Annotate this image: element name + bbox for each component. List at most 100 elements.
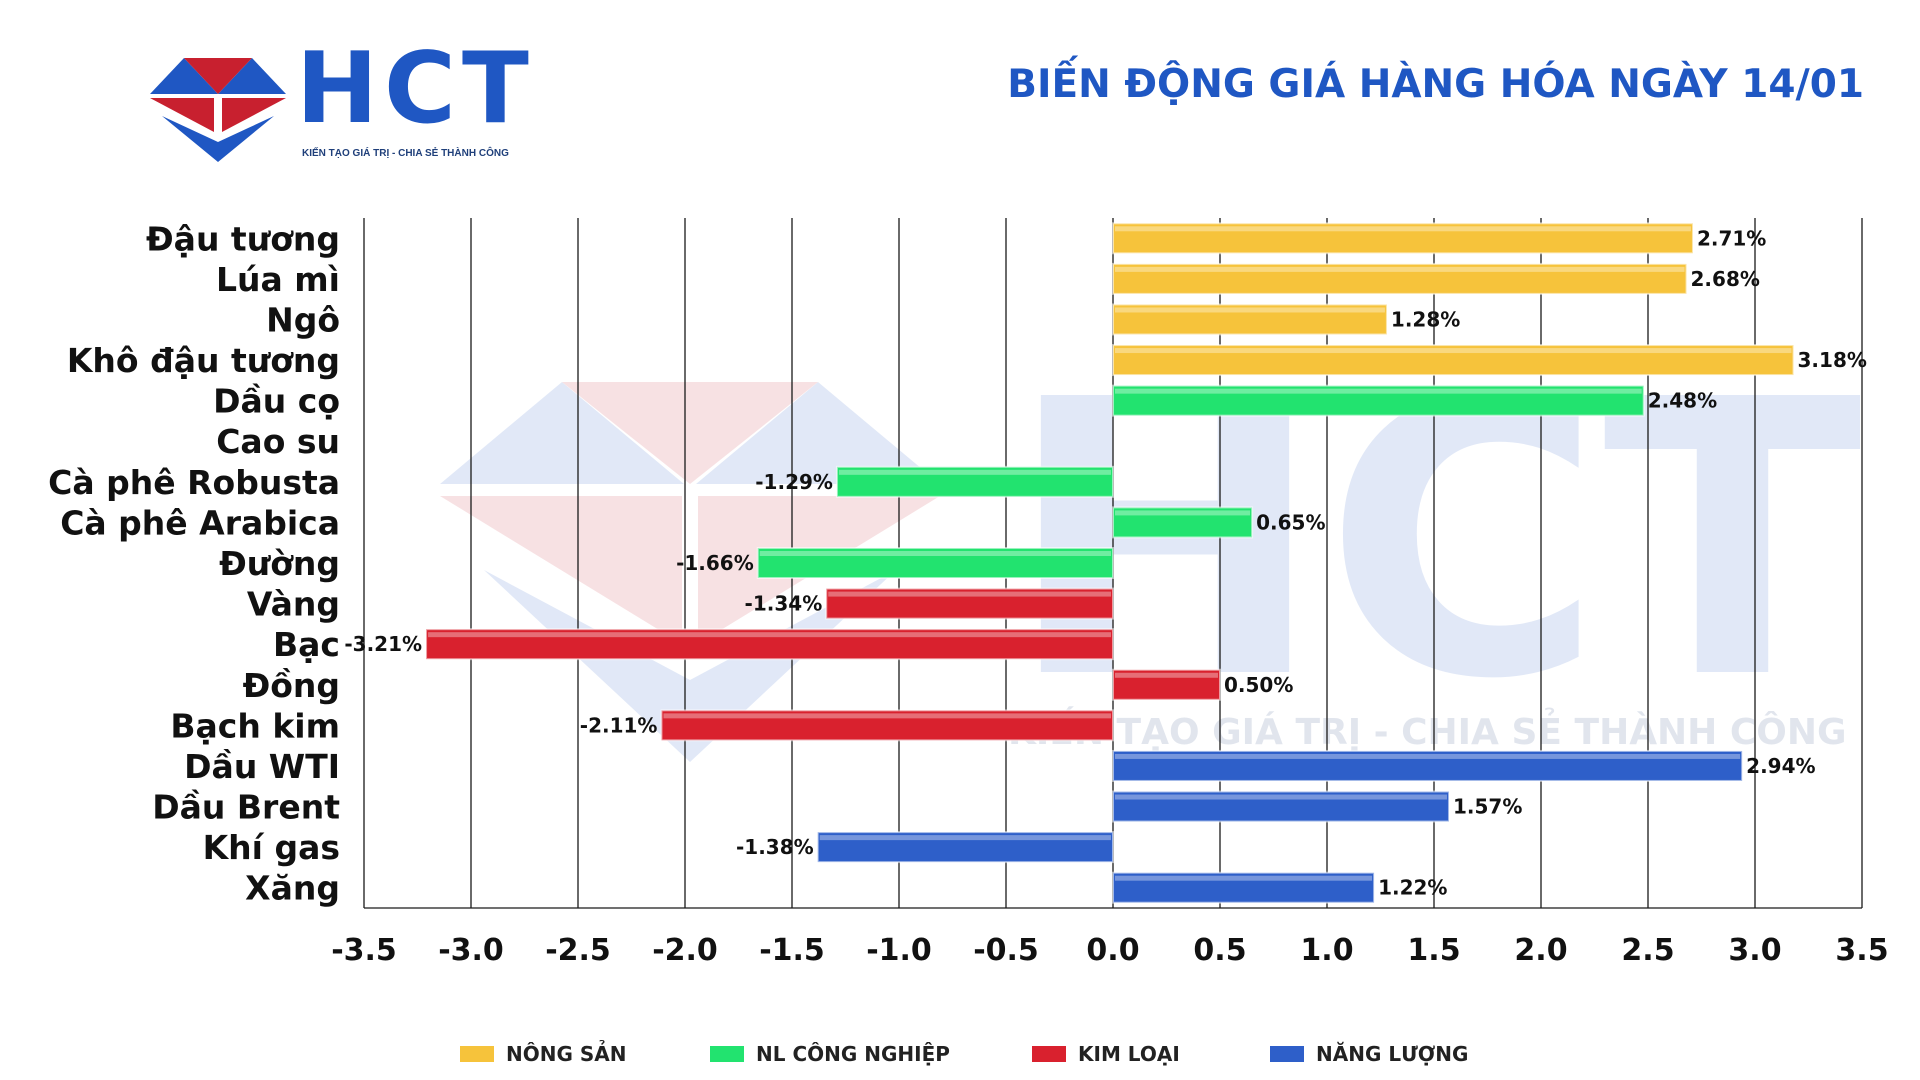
category-label: Lúa mì <box>216 260 340 299</box>
legend-item: KIM LOẠI <box>1032 1042 1180 1066</box>
bar <box>1112 790 1450 823</box>
bar-highlight <box>428 632 1111 638</box>
bar <box>825 587 1114 620</box>
category-label: Khô đậu tương <box>67 341 340 380</box>
x-tick-label: 1.5 <box>1407 933 1460 968</box>
x-tick-label: 2.5 <box>1621 933 1674 968</box>
x-tick-label: 1.0 <box>1300 933 1353 968</box>
value-label: -1.38% <box>736 835 814 859</box>
bar <box>1112 871 1376 904</box>
category-label: Đường <box>219 544 340 583</box>
bar-highlight <box>819 835 1111 841</box>
bar <box>816 831 1114 864</box>
logo-diamond-icon <box>150 58 286 162</box>
legend-item: NĂNG LƯỢNG <box>1270 1042 1468 1066</box>
chart-legend: NÔNG SẢN NL CÔNG NGHIỆP KIM LOẠI NĂNG LƯỢNG <box>0 1042 1920 1068</box>
bar-highlight <box>1115 348 1792 354</box>
x-tick-label: 0.5 <box>1193 933 1246 968</box>
bar <box>660 709 1115 742</box>
legend-label: NÔNG SẢN <box>506 1042 627 1066</box>
bar <box>1112 506 1254 539</box>
category-label: Đậu tương <box>146 219 340 258</box>
bar-highlight <box>1115 753 1741 759</box>
bar-highlight <box>1115 875 1373 881</box>
brand-tagline: KIẾN TẠO GIÁ TRỊ - CHIA SẺ THÀNH CÔNG <box>302 148 509 159</box>
x-tick-label: -2.5 <box>545 933 611 968</box>
bar <box>1112 222 1694 255</box>
category-label: Ngô <box>266 300 340 339</box>
watermark: HCT KIẾN TẠO GIÁ TRỊ - CHIA SẺ THÀNH CÔN… <box>440 319 1864 762</box>
category-label: Cà phê Robusta <box>48 463 340 502</box>
value-label: 2.68% <box>1691 267 1760 291</box>
category-label: Vàng <box>247 585 340 624</box>
bar-highlight <box>1115 794 1447 800</box>
legend-swatch <box>710 1046 744 1062</box>
x-tick-label: 2.0 <box>1514 933 1567 968</box>
value-label: 2.71% <box>1697 226 1766 250</box>
legend-swatch <box>1032 1046 1066 1062</box>
legend-item: NÔNG SẢN <box>460 1042 626 1066</box>
bar <box>1112 303 1388 336</box>
x-tick-label: -3.0 <box>438 933 504 968</box>
value-label: 3.18% <box>1798 348 1867 372</box>
bar-highlight <box>1115 388 1642 394</box>
category-label: Bạch kim <box>170 706 340 745</box>
x-tick-label: -1.5 <box>759 933 825 968</box>
value-label: 0.50% <box>1224 673 1293 697</box>
category-label: Cà phê Arabica <box>60 503 340 542</box>
category-label: Đồng <box>243 666 340 705</box>
bar-highlight <box>759 551 1111 556</box>
bar <box>835 465 1114 498</box>
category-label: Dầu cọ <box>213 382 340 421</box>
category-label: Bạc <box>273 625 340 664</box>
category-label: Dầu WTI <box>184 747 340 786</box>
bar-highlight <box>663 713 1111 719</box>
legend-label: KIM LOẠI <box>1078 1042 1180 1066</box>
x-tick-label: -2.0 <box>652 933 718 968</box>
bar <box>1112 262 1688 295</box>
legend-label: NĂNG LƯỢNG <box>1316 1042 1469 1066</box>
bar <box>756 547 1114 579</box>
watermark-tagline: KIẾN TẠO GIÁ TRỊ - CHIA SẺ THÀNH CÔNG <box>1008 706 1847 753</box>
value-label: -1.66% <box>676 551 754 575</box>
category-label: Xăng <box>245 869 340 908</box>
legend-swatch <box>1270 1046 1304 1062</box>
bar-highlight <box>1115 510 1251 516</box>
x-tick-label: -0.5 <box>973 933 1039 968</box>
value-label: -1.34% <box>745 592 823 616</box>
value-label: 0.65% <box>1256 510 1325 534</box>
x-tick-label: -3.5 <box>331 933 397 968</box>
x-axis: -3.5 -3.0 -2.5 -2.0 -1.5 -1.0 -0.5 0.0 0.5 1.0 1.5… <box>331 907 1889 968</box>
category-label: Cao su <box>216 422 340 461</box>
bar-highlight <box>838 469 1111 475</box>
x-tick-label: 3.0 <box>1728 933 1781 968</box>
bar <box>1112 384 1645 417</box>
bar-highlight <box>828 591 1111 597</box>
bar-highlight <box>1115 226 1691 232</box>
brand-logo: HCT KIẾN TẠO GIÁ TRỊ - CHIA SẺ THÀNH CÔN… <box>150 40 530 170</box>
category-label: Dầu Brent <box>152 788 340 827</box>
x-tick-label: 3.5 <box>1835 933 1888 968</box>
bar-highlight <box>1115 266 1685 272</box>
bar <box>1112 344 1795 377</box>
value-label: 1.57% <box>1453 795 1522 819</box>
category-label: Khí gas <box>203 828 340 867</box>
bar <box>1112 668 1221 701</box>
value-label: 2.48% <box>1648 389 1717 413</box>
brand-name: HCT <box>296 32 535 146</box>
value-label: -1.29% <box>755 470 833 494</box>
value-label: -3.21% <box>344 632 422 656</box>
value-label: 1.22% <box>1378 876 1447 900</box>
bar-highlight <box>1115 307 1385 313</box>
chart-bars: 2.71% 2.68% 1.28% 3.18% 2.48% -1.29% 0.65% -1.6… <box>344 222 1867 904</box>
value-label: -2.11% <box>580 713 658 737</box>
legend-item: NL CÔNG NGHIỆP <box>710 1042 950 1066</box>
x-tick-label: -1.0 <box>866 933 932 968</box>
x-tick-label: 0.0 <box>1086 933 1139 968</box>
chart-title: BIẾN ĐỘNG GIÁ HÀNG HÓA NGÀY 14/01 <box>1007 62 1864 107</box>
value-label: 1.28% <box>1391 307 1460 331</box>
value-label: 2.94% <box>1746 754 1815 778</box>
bar <box>425 628 1114 661</box>
